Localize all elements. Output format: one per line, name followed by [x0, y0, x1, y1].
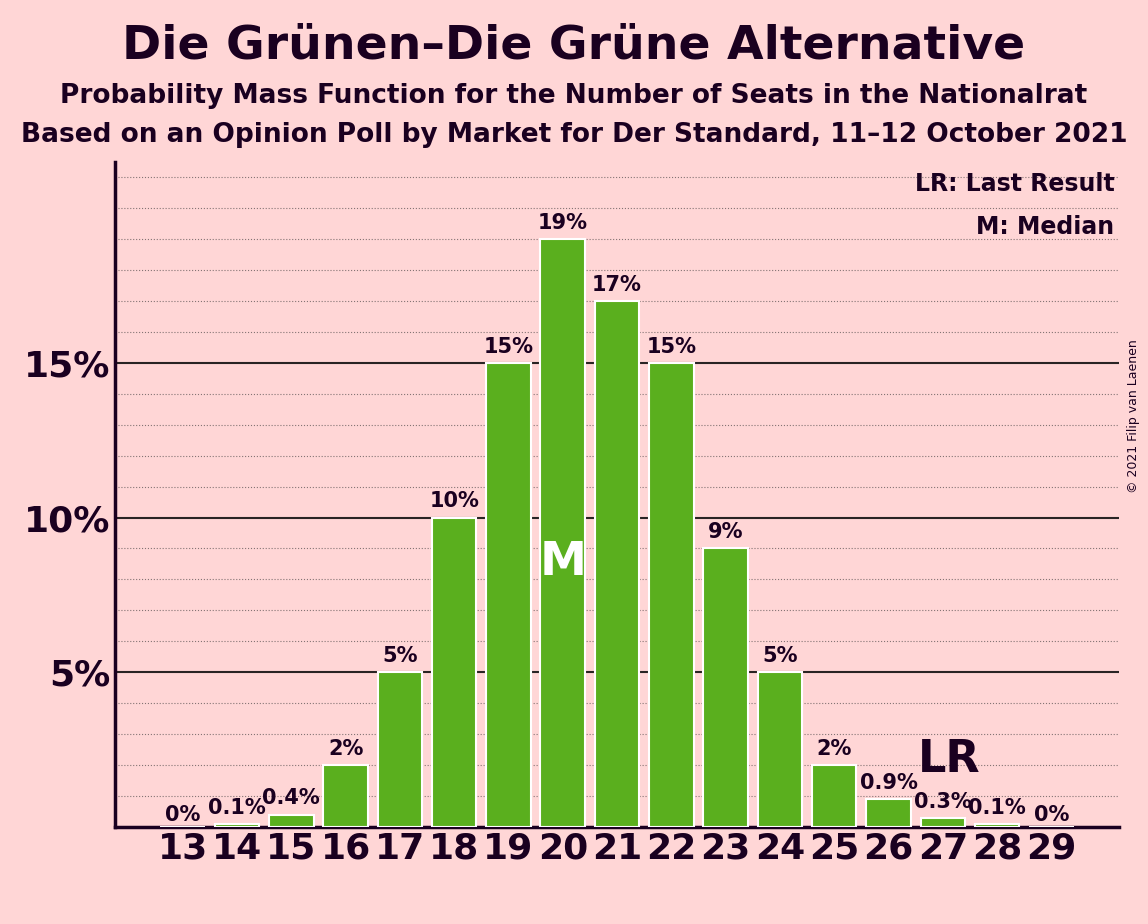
Text: Based on an Opinion Poll by Market for Der Standard, 11–12 October 2021: Based on an Opinion Poll by Market for D… — [21, 122, 1127, 148]
Bar — [215, 824, 259, 827]
Text: 9%: 9% — [708, 522, 744, 542]
Text: 0%: 0% — [165, 806, 201, 825]
Text: 15%: 15% — [646, 336, 697, 357]
Text: 0.3%: 0.3% — [914, 792, 971, 811]
Text: M: M — [540, 540, 587, 585]
Bar — [649, 363, 693, 827]
Bar — [704, 549, 747, 827]
Bar — [541, 239, 585, 827]
Text: LR: LR — [918, 737, 982, 781]
Bar — [758, 673, 802, 827]
Bar — [595, 301, 639, 827]
Text: 19%: 19% — [537, 213, 588, 233]
Bar — [867, 799, 910, 827]
Text: 5%: 5% — [762, 646, 798, 666]
Text: © 2021 Filip van Laenen: © 2021 Filip van Laenen — [1127, 339, 1140, 492]
Bar — [487, 363, 530, 827]
Bar — [921, 818, 965, 827]
Text: 0.1%: 0.1% — [968, 797, 1026, 818]
Bar — [378, 673, 422, 827]
Text: M: Median: M: Median — [976, 215, 1115, 239]
Text: 2%: 2% — [816, 739, 852, 759]
Bar — [975, 824, 1019, 827]
Text: 15%: 15% — [483, 336, 534, 357]
Text: Probability Mass Function for the Number of Seats in the Nationalrat: Probability Mass Function for the Number… — [61, 83, 1087, 109]
Text: 0.1%: 0.1% — [208, 797, 266, 818]
Text: 0.9%: 0.9% — [860, 773, 917, 793]
Text: Die Grünen–Die Grüne Alternative: Die Grünen–Die Grüne Alternative — [123, 23, 1025, 68]
Text: 10%: 10% — [429, 492, 479, 511]
Bar — [324, 765, 367, 827]
Text: 5%: 5% — [382, 646, 418, 666]
Text: 17%: 17% — [592, 274, 642, 295]
Bar — [269, 815, 313, 827]
Text: 0.4%: 0.4% — [263, 788, 320, 808]
Bar — [812, 765, 856, 827]
Text: LR: Last Result: LR: Last Result — [915, 172, 1115, 196]
Text: 2%: 2% — [328, 739, 363, 759]
Bar — [432, 517, 476, 827]
Text: 0%: 0% — [1033, 806, 1069, 825]
